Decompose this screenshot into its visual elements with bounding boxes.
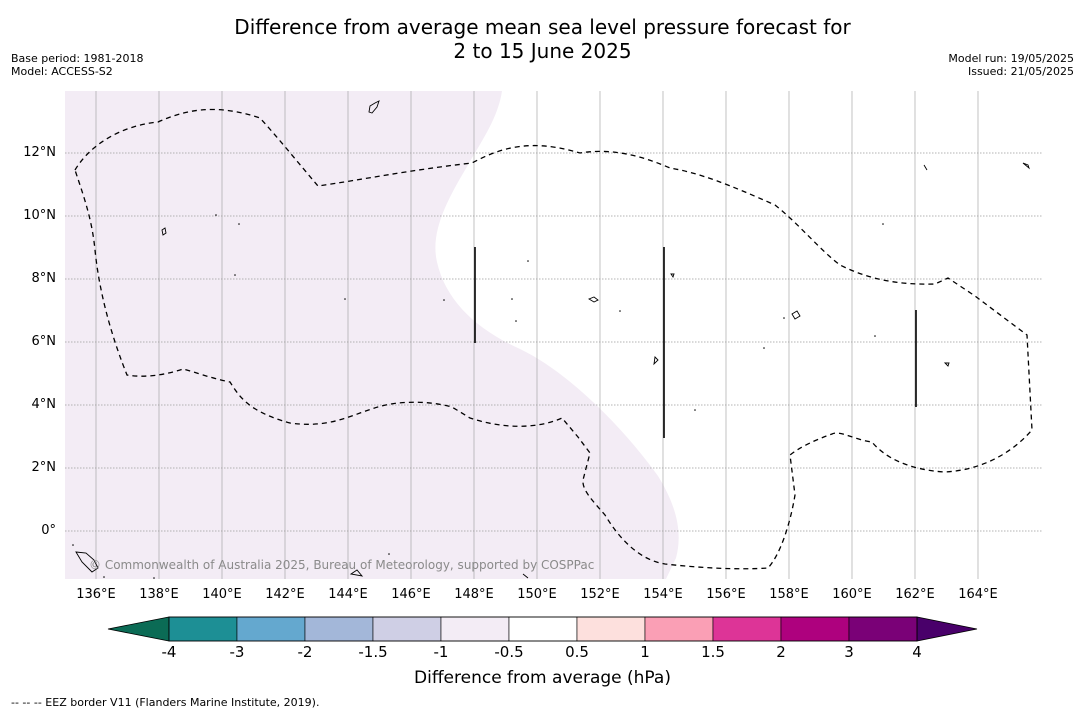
- lon-label: 154°E: [643, 587, 683, 602]
- colorbar-segments: [168, 616, 918, 642]
- base-period: Base period: 1981-2018: [11, 52, 144, 65]
- lat-label: 0°: [41, 523, 56, 538]
- lon-label: 160°E: [832, 587, 872, 602]
- lon-label: 156°E: [706, 587, 746, 602]
- lon-label: 148°E: [454, 587, 494, 602]
- colorbar-tick-label: -1: [433, 643, 449, 661]
- lat-label: 4°N: [31, 397, 57, 412]
- lon-label: 158°E: [769, 587, 809, 602]
- colorbar-segment: [440, 616, 510, 642]
- lon-label: 150°E: [517, 587, 557, 602]
- colorbar-low-extend: [107, 616, 170, 642]
- colorbar-segment: [576, 616, 646, 642]
- colorbar-segment: [304, 616, 374, 642]
- meta-right: Model run: 19/05/2025 Issued: 21/05/2025: [948, 52, 1074, 78]
- lat-label: 8°N: [31, 271, 57, 286]
- boundary-lines: [474, 247, 917, 438]
- title-line-1: Difference from average mean sea level p…: [234, 15, 851, 39]
- colorbar-tick-label: 3: [844, 643, 854, 661]
- eez-border: [74, 108, 1033, 570]
- lon-label: 152°E: [580, 587, 620, 602]
- lat-label: 10°N: [23, 208, 56, 223]
- colorbar-tick-label: -3: [229, 643, 245, 661]
- colorbar-segment: [168, 616, 238, 642]
- meta-left: Base period: 1981-2018 Model: ACCESS-S2: [11, 52, 143, 78]
- lon-label: 138°E: [139, 587, 179, 602]
- lon-label: 136°E: [76, 587, 116, 602]
- colorbar-segment: [848, 616, 918, 642]
- colorbar: [107, 616, 978, 642]
- colorbar-tick-label: -1.5: [358, 643, 388, 661]
- lat-label: 12°N: [23, 145, 56, 160]
- small-islands: [72, 214, 884, 579]
- colorbar-tick-label: -4: [161, 643, 177, 661]
- colorbar-tick-label: 2: [776, 643, 786, 661]
- issued-date: Issued: 21/05/2025: [967, 65, 1074, 78]
- colorbar-segment: [780, 616, 850, 642]
- lon-label: 146°E: [391, 587, 431, 602]
- lat-label: 6°N: [31, 334, 57, 349]
- colorbar-tick-label: 1: [640, 643, 650, 661]
- map-area: [65, 91, 1042, 579]
- lon-label: 162°E: [895, 587, 935, 602]
- copyright-notice: © Commonwealth of Australia 2025, Bureau…: [89, 558, 595, 572]
- colorbar-high-extend: [916, 616, 978, 642]
- lon-label: 142°E: [265, 587, 305, 602]
- longitude-gridlines: [95, 91, 979, 579]
- colorbar-segment: [644, 616, 714, 642]
- colorbar-title: Difference from average (hPa): [414, 668, 671, 688]
- model-run: Model run: 19/05/2025: [948, 52, 1074, 65]
- lon-label: 164°E: [958, 587, 998, 602]
- eez-footnote: -- -- -- EEZ border V11 (Flanders Marine…: [11, 696, 320, 709]
- lon-label: 144°E: [328, 587, 368, 602]
- colorbar-tick-label: -2: [297, 643, 313, 661]
- colorbar-segment: [236, 616, 306, 642]
- model-name: Model: ACCESS-S2: [11, 65, 113, 78]
- colorbar-tick-label: 0.5: [565, 643, 589, 661]
- anomaly-shaded-region: [65, 91, 679, 579]
- colorbar-tick-label: -0.5: [494, 643, 524, 661]
- lon-label: 140°E: [202, 587, 242, 602]
- colorbar-segment: [712, 616, 782, 642]
- coastline: [75, 100, 1030, 579]
- title-line-2: 2 to 15 June 2025: [453, 39, 632, 63]
- colorbar-segment: [508, 616, 578, 642]
- colorbar-segment: [372, 616, 442, 642]
- colorbar-tick-label: 1.5: [701, 643, 725, 661]
- lat-label: 2°N: [31, 460, 57, 475]
- colorbar-tick-label: 4: [912, 643, 922, 661]
